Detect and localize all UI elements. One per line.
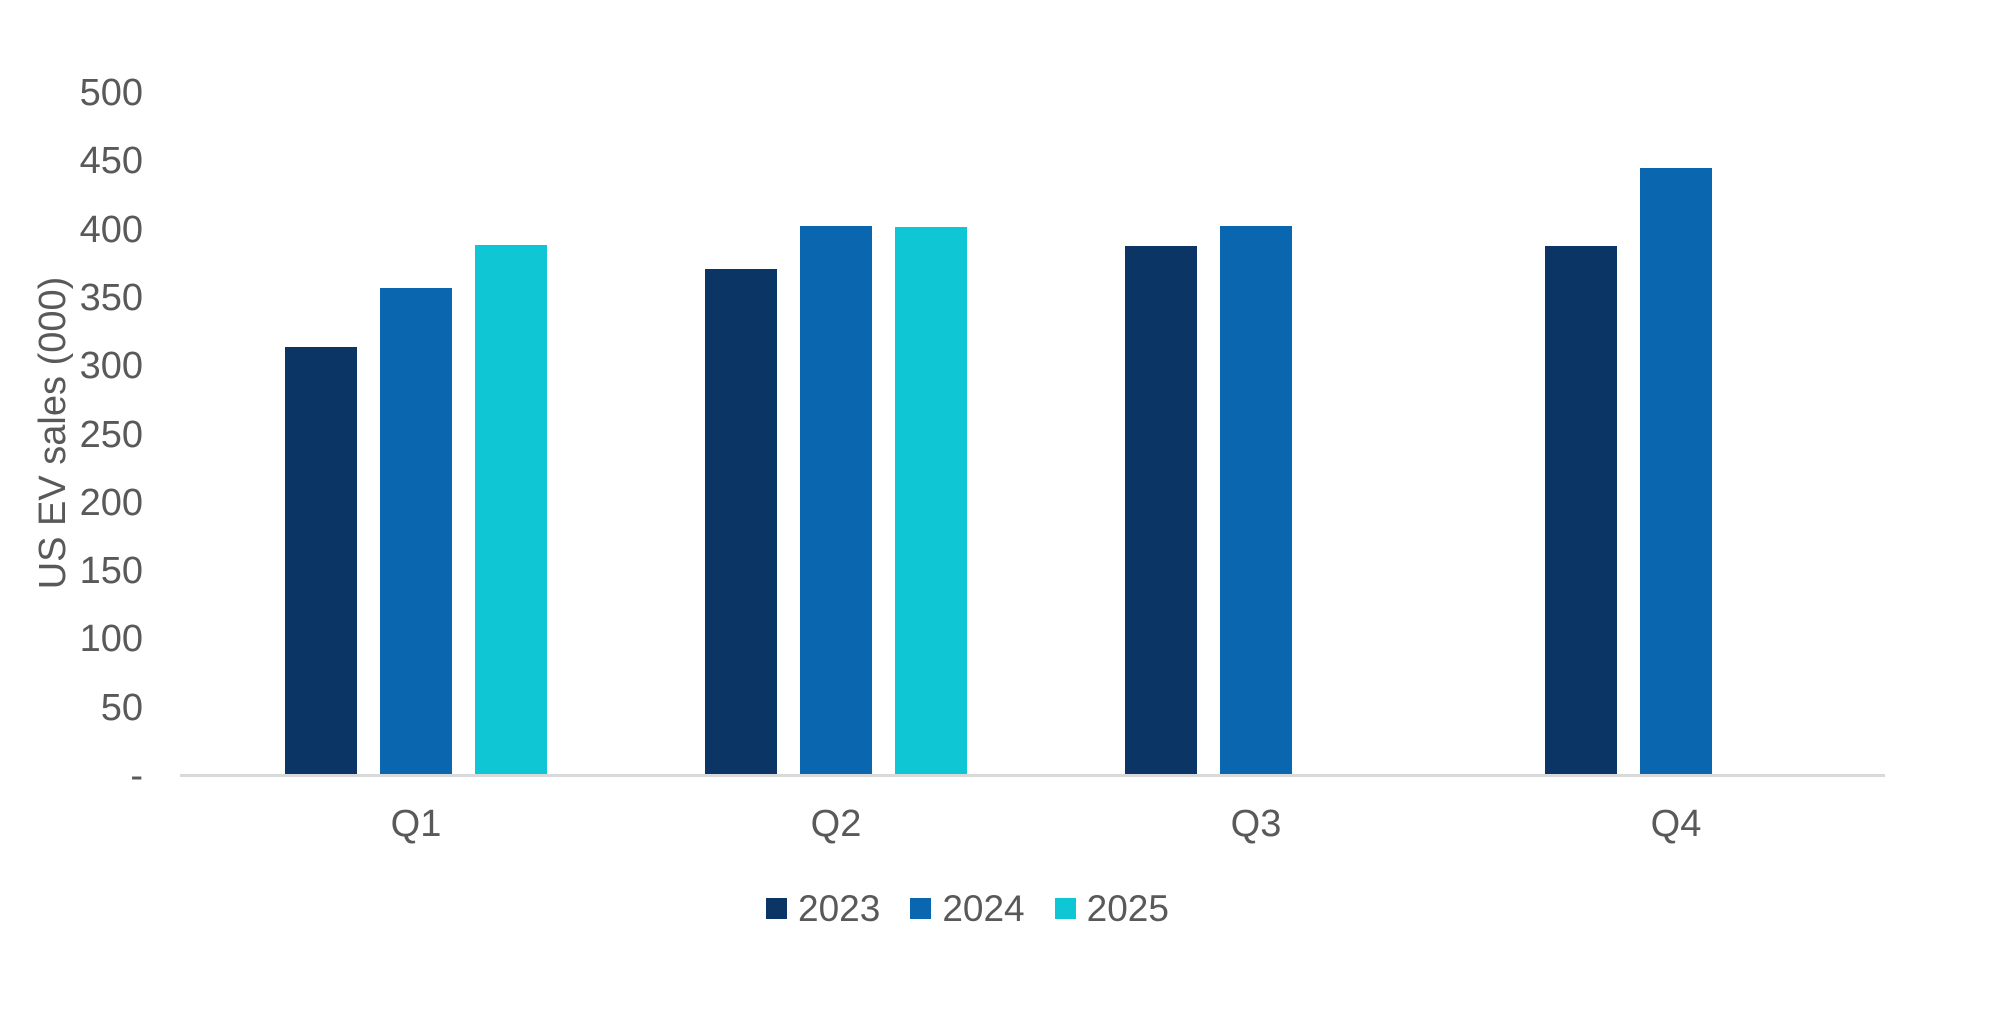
y-axis-tick-label: 150	[79, 550, 143, 593]
legend-swatch-2025	[1054, 898, 1076, 919]
y-axis-tick-label: 200	[79, 481, 143, 524]
y-axis-tick-label: 450	[79, 140, 143, 183]
y-axis-tick-label: 500	[79, 72, 143, 114]
legend-item-2024: 2024	[910, 888, 1025, 929]
bar-2024-q1	[380, 288, 452, 776]
x-axis-line	[180, 774, 1885, 777]
y-axis-tick-label: 250	[79, 413, 143, 456]
legend-item-2023: 2023	[766, 890, 880, 927]
bar-2023-q2	[705, 269, 777, 776]
bar-2025-q1	[475, 244, 547, 776]
legend-label-2024: 2024	[942, 888, 1025, 929]
x-axis-label-q2: Q2	[810, 803, 862, 845]
bar-2023-q1	[285, 347, 357, 776]
x-axis-label-q1: Q1	[390, 803, 442, 845]
bar-2024-q2	[800, 225, 872, 776]
x-axis-label-q4: Q4	[1650, 803, 1702, 845]
legend-swatch-2023	[766, 898, 787, 919]
y-axis-tick-label: -	[130, 755, 143, 797]
bar-2023-q4	[1545, 245, 1617, 776]
y-axis-tick-label: 350	[79, 276, 143, 319]
chart-legend: 2023 2024 2025	[766, 890, 1169, 927]
bar-2024-q3	[1220, 225, 1292, 776]
bar-2024-q4	[1640, 168, 1712, 776]
y-axis-tick-label: 100	[79, 618, 143, 661]
y-axis-tick-label: 50	[100, 686, 143, 729]
bar-2023-q3	[1125, 245, 1197, 776]
y-axis-tick-label: 400	[79, 208, 143, 251]
legend-swatch-2024	[910, 898, 932, 919]
bar-2025-q2	[895, 226, 967, 776]
legend-label-2023: 2023	[798, 888, 881, 929]
legend-label-2025: 2025	[1086, 888, 1169, 929]
legend-item-2025: 2025	[1054, 888, 1169, 929]
x-axis-label-q3: Q3	[1230, 803, 1282, 845]
y-axis-tick-label: 300	[79, 345, 143, 388]
